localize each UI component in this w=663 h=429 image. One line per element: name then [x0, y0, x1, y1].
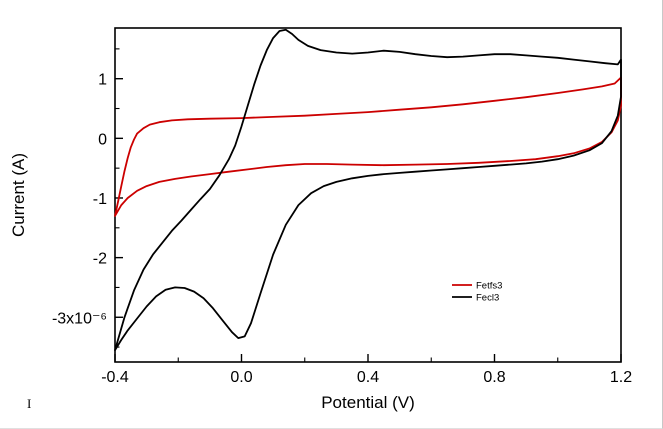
- legend-label-Fecl3: Fecl3: [476, 293, 499, 304]
- legend-label-Fetfs3: Fetfs3: [476, 281, 502, 292]
- x-tick-label: 0.4: [357, 369, 379, 386]
- series-Fetfs3: [114, 76, 622, 217]
- y-tick-label: -2: [93, 251, 107, 268]
- series-Fecl3: [114, 28, 622, 352]
- y-axis-title: Current (A): [9, 153, 28, 237]
- x-tick-label: 0.0: [230, 369, 252, 386]
- y-tick-label: 0: [98, 131, 107, 148]
- y-tick-label: 1: [98, 72, 107, 89]
- y-tick-label: -1: [93, 191, 107, 208]
- x-axis-title: Potential (V): [321, 393, 415, 412]
- x-tick-label: 1.2: [610, 369, 632, 386]
- x-tick-label: -0.4: [101, 369, 129, 386]
- x-tick-label: 0.8: [483, 369, 505, 386]
- plot-frame: [114, 27, 622, 363]
- y-tick-label: -3x10⁻⁶: [52, 310, 107, 327]
- stray-text-cursor-mark: I: [27, 396, 32, 411]
